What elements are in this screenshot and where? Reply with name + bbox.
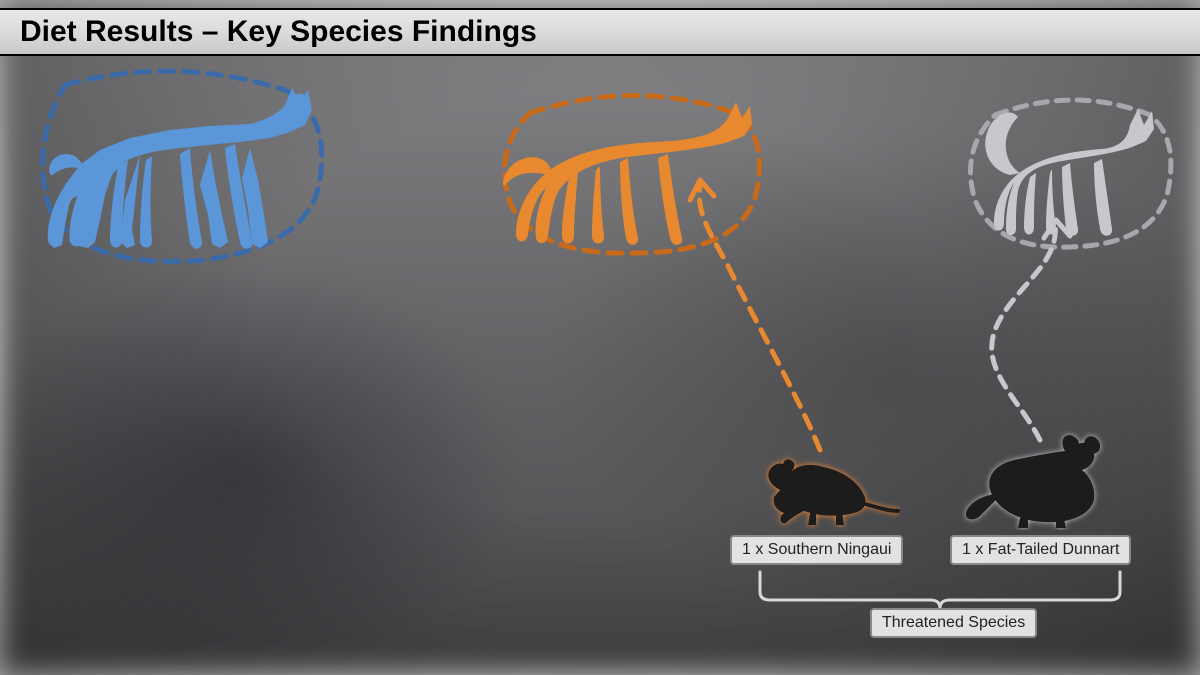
threatened-species-label: Threatened Species xyxy=(870,608,1037,638)
threatened-species-bracket xyxy=(0,0,1200,675)
threatened-species-text: Threatened Species xyxy=(882,614,1025,631)
